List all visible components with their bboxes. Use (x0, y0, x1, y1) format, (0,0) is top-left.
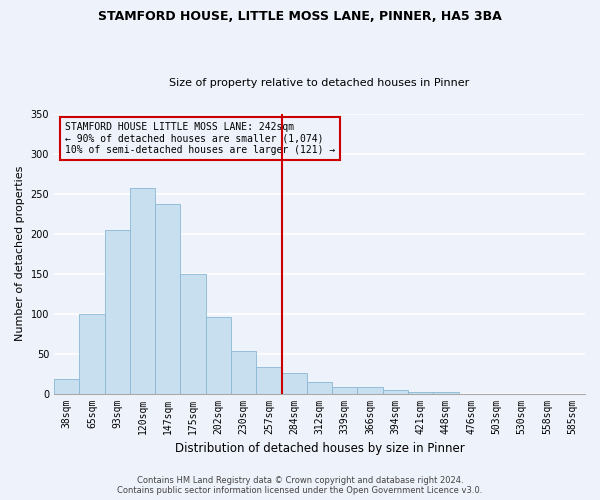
Bar (256, 367, 281, 394)
Bar (408, 392, 433, 394)
Text: STAMFORD HOUSE, LITTLE MOSS LANE, PINNER, HA5 3BA: STAMFORD HOUSE, LITTLE MOSS LANE, PINNER… (98, 10, 502, 23)
Text: Contains HM Land Registry data © Crown copyright and database right 2024.
Contai: Contains HM Land Registry data © Crown c… (118, 476, 482, 495)
Y-axis label: Number of detached properties: Number of detached properties (15, 166, 25, 342)
Bar (130, 188, 155, 394)
Bar (181, 274, 206, 394)
Bar (332, 387, 358, 394)
Title: Size of property relative to detached houses in Pinner: Size of property relative to detached ho… (169, 78, 470, 88)
Bar (433, 392, 458, 394)
Bar (383, 390, 408, 394)
Bar (155, 204, 181, 394)
Bar (281, 373, 307, 394)
Bar (231, 351, 256, 394)
Bar (104, 230, 130, 394)
Bar (206, 317, 231, 394)
X-axis label: Distribution of detached houses by size in Pinner: Distribution of detached houses by size … (175, 442, 464, 455)
Bar (79, 314, 104, 394)
Bar (54, 379, 79, 394)
Bar (358, 387, 383, 394)
Text: STAMFORD HOUSE LITTLE MOSS LANE: 242sqm
← 90% of detached houses are smaller (1,: STAMFORD HOUSE LITTLE MOSS LANE: 242sqm … (65, 122, 335, 156)
Bar (307, 382, 332, 394)
